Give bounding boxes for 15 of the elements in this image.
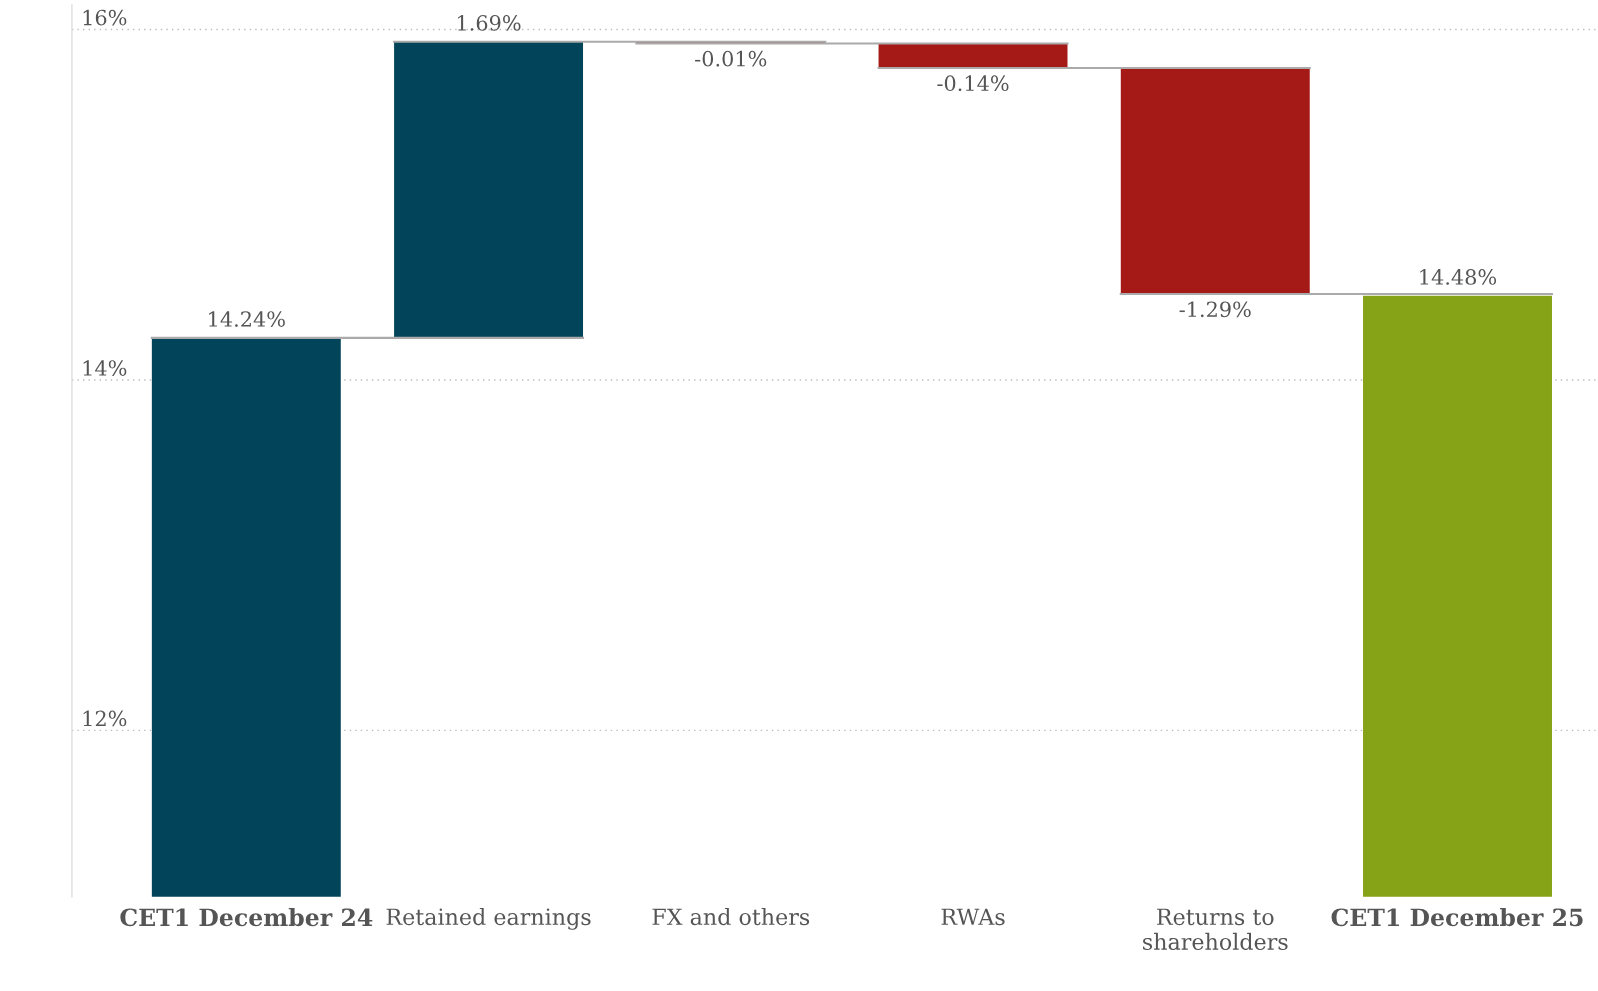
- data-label: -0.01%: [695, 50, 767, 67]
- data-label: 14.24%: [209, 311, 285, 327]
- data-label: 1.69%: [458, 15, 521, 31]
- y-tick-label: 16%: [83, 9, 127, 26]
- x-tick-label: FX and others: [652, 907, 810, 926]
- x-tick-label: Retained earnings: [386, 907, 591, 930]
- x-tick-label: CET1 December 25: [1331, 907, 1583, 927]
- x-tick-label: CET1 December 24: [120, 907, 373, 927]
- y-tick-label: 14%: [83, 360, 127, 376]
- x-tick-label: Returns to shareholders: [1143, 908, 1288, 951]
- y-tick-label: 12%: [83, 710, 127, 727]
- x-tick-label: RWAs: [941, 908, 1005, 926]
- data-label: -0.14%: [937, 75, 1009, 92]
- data-label: 14.48%: [1420, 269, 1497, 285]
- data-label: -1.29%: [1179, 301, 1251, 318]
